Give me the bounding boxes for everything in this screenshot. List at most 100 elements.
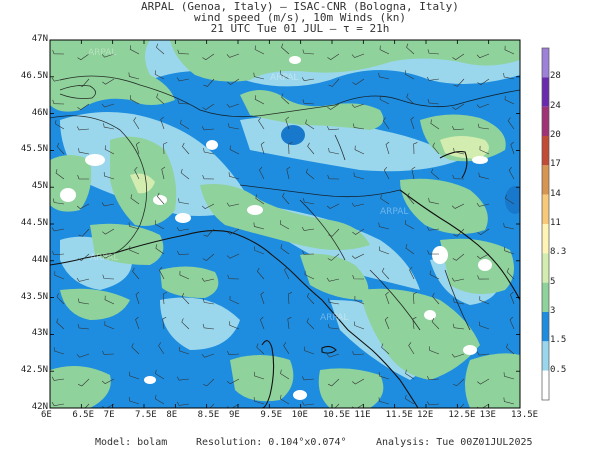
wind-barb: [305, 168, 315, 180]
wind-barb: [103, 123, 115, 130]
footer-analysis: Analysis: Tue 00Z01JUL2025: [376, 437, 533, 448]
wind-barb: [327, 103, 340, 110]
wind-barb: [253, 371, 265, 380]
wind-barb: [326, 203, 340, 209]
wind-barb: [451, 353, 465, 358]
wind-barb: [279, 70, 290, 80]
wind-barb: [427, 250, 440, 255]
wind-barb: [426, 76, 440, 81]
svg-text:ARPAL: ARPAL: [320, 313, 348, 323]
colorbar: [541, 47, 550, 401]
wind-barb: [382, 117, 390, 130]
lon-label: 8E: [166, 410, 178, 420]
wind-barb: [155, 369, 165, 380]
wind-barb: [412, 316, 417, 330]
wind-barb: [102, 228, 115, 235]
wind-barb: [56, 142, 65, 155]
wind-barb: [451, 203, 465, 209]
wind-barb: [410, 116, 415, 130]
wind-barb: [281, 93, 290, 105]
wind-barb: [327, 323, 340, 330]
wind-barb: [227, 274, 240, 280]
wind-barb: [226, 53, 240, 58]
wind-barb: [476, 53, 490, 59]
wind-barb: [253, 222, 265, 230]
wind-barb: [133, 117, 140, 130]
colorbar-frame: [541, 47, 550, 401]
wind-barb: [453, 147, 465, 155]
wind-barb: [102, 350, 115, 355]
lon-label: 10.5E: [323, 410, 351, 420]
wind-barb: [509, 316, 515, 330]
lon-label: 12.5E: [448, 410, 476, 420]
lon-label: 11E: [354, 410, 371, 420]
colorbar-label: 17: [550, 159, 561, 170]
wind-barb: [177, 99, 190, 105]
wind-barb: [158, 342, 165, 355]
wind-barb: [203, 78, 215, 87]
wind-barb: [327, 53, 340, 61]
wind-barb: [453, 298, 465, 305]
wind-barb: [351, 202, 365, 207]
wind-barb: [352, 378, 365, 385]
wind-barb: [351, 253, 365, 259]
wind-barb: [258, 117, 265, 130]
wind-barb: [351, 103, 365, 108]
wind-barb: [226, 253, 240, 259]
wind-barb: [305, 119, 315, 130]
wind-barb: [226, 378, 240, 385]
wind-barb: [53, 347, 65, 355]
colorbar-swatch: [542, 136, 549, 166]
wind-barb: [203, 228, 215, 237]
lat-label: 43.5N: [20, 291, 48, 302]
wind-barb: [427, 49, 440, 55]
wind-barb: [429, 346, 440, 355]
wind-barb: [154, 220, 165, 230]
wind-barb: [379, 246, 390, 255]
wind-barb: [51, 77, 65, 82]
wind-barb: [179, 346, 190, 355]
footer-resolution: Resolution: 0.104°x0.074°: [196, 437, 347, 448]
wind-barb: [52, 49, 65, 55]
wind-barb: [77, 298, 90, 305]
wind-barb: [226, 103, 240, 108]
wind-barb: [78, 148, 90, 155]
wind-barb: [129, 371, 140, 380]
wind-barb: [156, 43, 165, 55]
wind-barb: [431, 317, 440, 330]
wind-barb: [227, 350, 240, 355]
wind-barb: [180, 119, 190, 130]
wind-barb: [78, 378, 90, 387]
wind-barb: [506, 268, 515, 280]
wind-barb: [134, 166, 140, 180]
svg-text:ARPAL: ARPAL: [380, 207, 408, 217]
svg-text:ARPAL: ARPAL: [270, 73, 298, 83]
wind-barb: [202, 253, 215, 261]
borders: [50, 75, 520, 331]
wind-barb: [76, 353, 90, 358]
svg-text:ARPAL: ARPAL: [90, 253, 118, 263]
wind-barb: [427, 99, 440, 105]
wind-barb: [477, 275, 490, 280]
wind-barb: [479, 321, 490, 330]
wind-barb: [430, 119, 440, 130]
wind-barb: [259, 316, 265, 330]
wind-barb: [476, 103, 490, 108]
wind-barb: [103, 172, 115, 180]
wind-barb: [404, 70, 415, 80]
wind-barb: [104, 321, 115, 330]
colorbar-swatch: [542, 224, 549, 254]
wind-barb: [432, 292, 440, 305]
wind-barb: [407, 192, 415, 205]
wind-barb: [163, 142, 168, 155]
wind-barb: [157, 192, 165, 205]
wind-barb: [77, 53, 90, 61]
wind-barb: [179, 270, 190, 280]
lat-label: 42N: [31, 402, 48, 412]
wind-barb: [351, 53, 365, 58]
colorbar-swatch: [542, 48, 549, 78]
colorbar-label: 5: [550, 276, 556, 287]
wind-barb: [503, 73, 515, 80]
wind-barb: [84, 403, 90, 408]
wind-barb: [352, 78, 365, 85]
